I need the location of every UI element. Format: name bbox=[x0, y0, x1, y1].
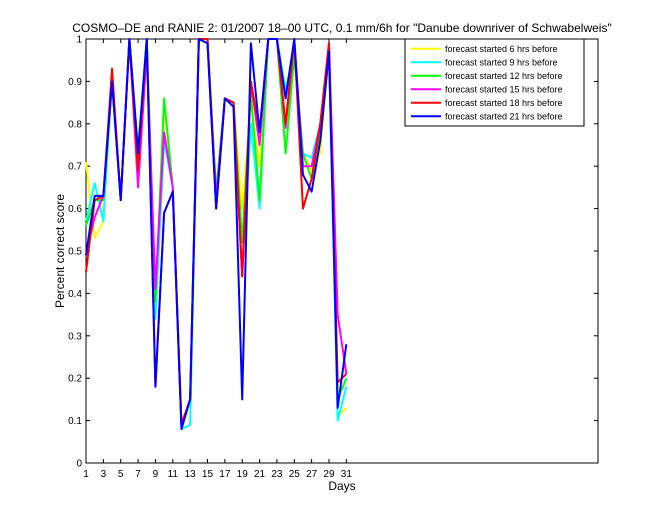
x-tick-label: 25 bbox=[289, 469, 301, 480]
legend-box bbox=[404, 38, 585, 127]
legend-label: forecast started 12 hrs before bbox=[445, 71, 563, 81]
y-tick-label: 0.8 bbox=[68, 119, 82, 130]
y-tick-label: 0.6 bbox=[68, 204, 82, 215]
y-tick-label: 0.7 bbox=[68, 162, 82, 173]
y-tick-label: 0.5 bbox=[68, 247, 82, 258]
x-tick-label: 29 bbox=[323, 469, 335, 480]
legend-label: forecast started 9 hrs before bbox=[445, 57, 558, 67]
x-tick-label: 11 bbox=[168, 469, 179, 480]
x-tick-label: 31 bbox=[341, 469, 353, 480]
y-axis: 0 0.1 0.2 0.3 0.4 0.5 0.6 0.7 0.8 0.9 1 bbox=[68, 35, 598, 470]
x-tick-label: 7 bbox=[135, 469, 141, 480]
series-line-6 bbox=[85, 38, 348, 431]
x-tick-label: 13 bbox=[185, 469, 197, 480]
y-tick-label: 0.4 bbox=[68, 289, 82, 300]
legend-label: forecast started 15 hrs before bbox=[445, 84, 563, 94]
x-axis-label: Days bbox=[328, 479, 355, 493]
y-tick-label: 0.2 bbox=[68, 374, 82, 385]
y-tick-label: 0.3 bbox=[68, 331, 82, 342]
legend-label: forecast started 6 hrs before bbox=[445, 44, 558, 54]
x-tick-label: 15 bbox=[202, 469, 214, 480]
legend-label: forecast started 18 hrs before bbox=[445, 98, 563, 108]
legend: forecast started 6 hrs before forecast st… bbox=[404, 38, 585, 127]
y-tick-label: 0.1 bbox=[68, 416, 82, 427]
y-tick-label: 0 bbox=[76, 459, 82, 470]
x-axis: 1 3 5 7 9 11 13 15 17 19 21 23 25 27 29 31 bbox=[83, 39, 352, 480]
x-tick-label: 19 bbox=[237, 469, 249, 480]
x-tick-label: 3 bbox=[101, 469, 107, 480]
series-lines bbox=[85, 38, 348, 431]
y-axis-label: Percent correct score bbox=[53, 194, 67, 308]
y-tick-label: 0.9 bbox=[68, 77, 82, 88]
x-tick-label: 9 bbox=[153, 469, 159, 480]
chart-title: COSMO–DE and RANIE 2: 01/2007 18–00 UTC,… bbox=[72, 21, 611, 35]
x-tick-label: 23 bbox=[271, 469, 283, 480]
x-tick-label: 27 bbox=[306, 469, 318, 480]
x-tick-label: 17 bbox=[219, 469, 231, 480]
legend-label: forecast started 21 hrs before bbox=[445, 111, 563, 121]
x-tick-label: 5 bbox=[118, 469, 124, 480]
x-tick-label: 21 bbox=[254, 469, 266, 480]
y-tick-label: 1 bbox=[76, 35, 82, 46]
x-tick-label: 1 bbox=[83, 469, 89, 480]
